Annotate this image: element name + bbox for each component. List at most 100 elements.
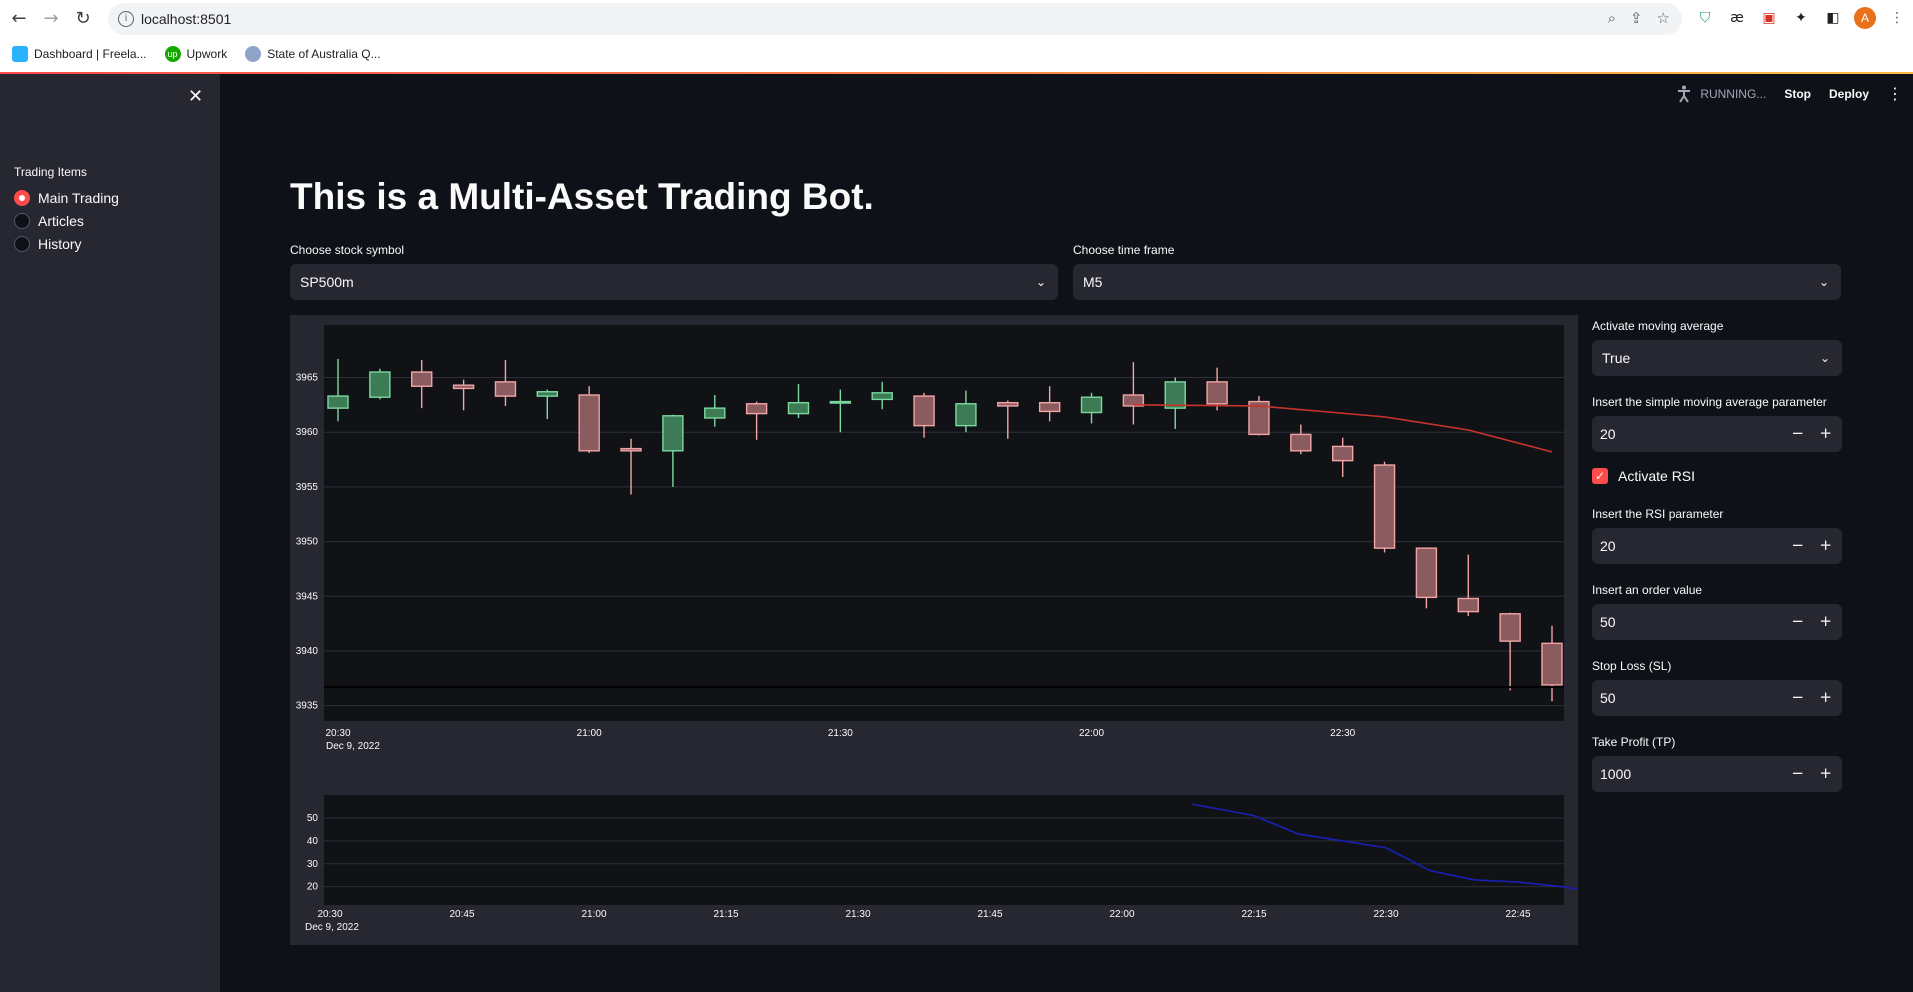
back-icon[interactable]: ← (11, 8, 27, 29)
rsi-label: Insert the RSI parameter (1592, 507, 1724, 521)
sl-value[interactable]: 50 (1600, 690, 1616, 706)
zoom-icon[interactable]: ⌕ (1607, 9, 1616, 27)
x-tick-label: 21:30 (828, 728, 853, 739)
sma-input[interactable]: 20 − + (1592, 416, 1842, 452)
x-tick-label: 21:30 (845, 909, 870, 920)
radio-label: Articles (38, 212, 84, 229)
radio-selected-icon[interactable] (14, 189, 30, 206)
radio-articles[interactable]: Articles (14, 209, 119, 232)
side-panel-icon[interactable]: ◧ (1826, 10, 1840, 26)
candlestick-plot-bg (324, 325, 1564, 721)
radio-unselected-icon[interactable] (14, 212, 30, 229)
address-bar[interactable]: i localhost:8501 ⌕ ⇪ ☆ (108, 3, 1682, 35)
rsi-input[interactable]: 20 − + (1592, 528, 1842, 564)
rsi-value[interactable]: 20 (1600, 538, 1616, 554)
symbol-select[interactable]: SP500m ⌄ (290, 264, 1058, 300)
x-tick-label: 20:30 (325, 728, 350, 739)
x-tick-label: 22:00 (1109, 909, 1134, 920)
plus-icon[interactable]: + (1819, 764, 1832, 782)
candlestick-x-axis: 20:30 21:00 21:30 22:00 22:30 (325, 728, 1355, 739)
profile-avatar[interactable]: A (1854, 7, 1876, 29)
chevron-down-icon[interactable]: ⌄ (1035, 275, 1046, 289)
ma-value: True (1602, 350, 1631, 366)
sma-value[interactable]: 20 (1600, 426, 1616, 442)
globe-icon (245, 46, 262, 62)
app-top-decoration (0, 72, 1913, 74)
moving-average (1133, 404, 1553, 453)
plus-icon[interactable]: + (1819, 612, 1832, 630)
deploy-button[interactable]: Deploy (1828, 86, 1869, 101)
sidebar: ✕ Trading Items Main Trading Articles Hi… (0, 74, 220, 992)
bookmark-australia[interactable]: State of Australia Q... (245, 46, 381, 62)
reload-icon[interactable]: ↻ (75, 8, 91, 29)
sl-label: Stop Loss (SL) (1592, 659, 1672, 673)
sl-input[interactable]: 50 − + (1592, 680, 1842, 716)
url-text[interactable]: localhost:8501 (141, 11, 232, 27)
plus-icon[interactable]: + (1819, 536, 1832, 554)
stop-button[interactable]: Stop (1784, 86, 1811, 101)
bookmark-label: Upwork (186, 47, 228, 61)
candle-body (494, 381, 517, 397)
app-toolbar: RUNNING... Stop Deploy ⋮ (1676, 84, 1903, 103)
candlestick-grid (324, 377, 1564, 707)
minus-icon[interactable]: − (1791, 688, 1804, 706)
candles (327, 358, 1563, 702)
forward-icon[interactable]: → (43, 8, 59, 29)
candle-body (997, 401, 1019, 407)
chevron-down-icon[interactable]: ⌄ (1819, 351, 1830, 365)
main-menu-icon[interactable]: ⋮ (1887, 84, 1903, 103)
bookmark-freelancer[interactable]: Dashboard | Freela... (12, 46, 147, 62)
minus-icon[interactable]: − (1791, 536, 1804, 554)
x-tick-label: 21:45 (977, 909, 1002, 920)
ae-extension-icon[interactable]: æ (1730, 10, 1744, 26)
plus-icon[interactable]: + (1819, 688, 1832, 706)
site-info-icon[interactable]: i (118, 11, 134, 27)
rsi-series (1192, 803, 1607, 895)
x-tick-label: 22:00 (1079, 728, 1104, 739)
screen-extension-icon[interactable]: ▣ (1762, 10, 1776, 26)
tp-value[interactable]: 1000 (1600, 766, 1632, 782)
radio-main-trading[interactable]: Main Trading (14, 186, 119, 209)
minus-icon[interactable]: − (1791, 612, 1804, 630)
candle-body (662, 415, 684, 452)
checkmark-icon[interactable]: ✓ (1592, 468, 1608, 484)
candle-body (578, 394, 600, 452)
browser-menu-icon[interactable]: ⋮ (1890, 10, 1904, 26)
candle-body (1541, 642, 1563, 686)
radio-history[interactable]: History (14, 232, 119, 255)
y-tick-label: 3965 (296, 373, 319, 384)
candle-body (787, 401, 810, 415)
minus-icon[interactable]: − (1791, 424, 1804, 442)
order-input[interactable]: 50 − + (1592, 604, 1842, 640)
ma-select[interactable]: True ⌄ (1592, 340, 1842, 376)
share-icon[interactable]: ⇪ (1629, 9, 1643, 27)
minus-icon[interactable]: − (1791, 764, 1804, 782)
candlestick-y-axis: 3935 3940 3945 3950 3955 3960 3965 (296, 373, 319, 712)
puzzle-extensions-icon[interactable]: ✦ (1795, 10, 1807, 26)
star-icon[interactable]: ☆ (1656, 9, 1670, 27)
candle-body (1248, 400, 1270, 436)
rsi-plot-bg (324, 795, 1564, 905)
bookmark-label: State of Australia Q... (267, 47, 381, 61)
y-tick-label: 3950 (296, 537, 319, 548)
order-value[interactable]: 50 (1600, 614, 1616, 630)
plus-icon[interactable]: + (1819, 424, 1832, 442)
close-sidebar-icon[interactable]: ✕ (188, 86, 204, 107)
tp-input[interactable]: 1000 − + (1592, 756, 1842, 792)
chevron-down-icon[interactable]: ⌄ (1818, 275, 1829, 289)
timeframe-label: Choose time frame (1073, 243, 1175, 257)
shield-extension-icon[interactable]: ⛉ (1699, 10, 1711, 26)
timeframe-select[interactable]: M5 ⌄ (1073, 264, 1841, 300)
candle-body (369, 371, 391, 398)
candle-body (704, 407, 726, 419)
radio-unselected-icon[interactable] (14, 235, 30, 252)
x-tick-label: 21:00 (581, 909, 606, 920)
candle-body (1415, 547, 1438, 599)
x-tick-label: 22:45 (1505, 909, 1530, 920)
running-status: RUNNING... (1676, 85, 1766, 103)
bookmark-upwork[interactable]: up Upwork (164, 46, 228, 62)
symbol-value: SP500m (300, 274, 354, 290)
rsi-checkbox[interactable]: ✓ Activate RSI (1592, 468, 1695, 484)
radio-label: Main Trading (38, 189, 119, 206)
